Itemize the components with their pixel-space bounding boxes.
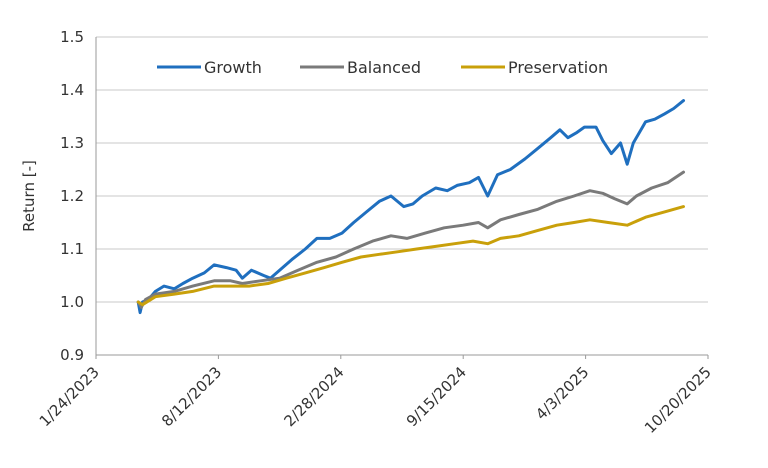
y-tick-label: 1.0 <box>60 293 84 311</box>
y-tick-label: 1.5 <box>60 28 84 46</box>
grid <box>96 36 708 303</box>
y-tick-label: 0.9 <box>60 346 84 364</box>
x-tick-label: 1/24/2023 <box>36 363 103 430</box>
y-axis-title: Return [-] <box>20 160 38 232</box>
legend-label-preservation: Preservation <box>508 58 608 77</box>
legend-label-growth: Growth <box>204 58 262 77</box>
series <box>136 99 685 315</box>
y-tick-label: 1.1 <box>60 240 84 258</box>
x-tick-label: 9/15/2024 <box>403 363 470 430</box>
x-tick-label: 10/20/2025 <box>641 363 715 437</box>
y-tick-label: 1.4 <box>60 81 84 99</box>
y-tick-label: 1.2 <box>60 187 84 205</box>
axes: 0.9 1.0 1.1 1.2 1.3 1.4 1.5 1/24/2023 8/12/2023 2… <box>36 28 715 437</box>
series-line-balanced <box>136 170 685 309</box>
series-line-growth <box>136 99 685 315</box>
legend: Growth Balanced Preservation <box>157 58 608 77</box>
x-tick-label: 2/28/2024 <box>281 363 348 430</box>
legend-label-balanced: Balanced <box>347 58 421 77</box>
x-tick-label: 8/12/2023 <box>158 363 225 430</box>
y-tick-label: 1.3 <box>60 134 84 152</box>
x-tick-label: 4/3/2025 <box>532 363 592 423</box>
series-line-preservation <box>136 205 685 307</box>
